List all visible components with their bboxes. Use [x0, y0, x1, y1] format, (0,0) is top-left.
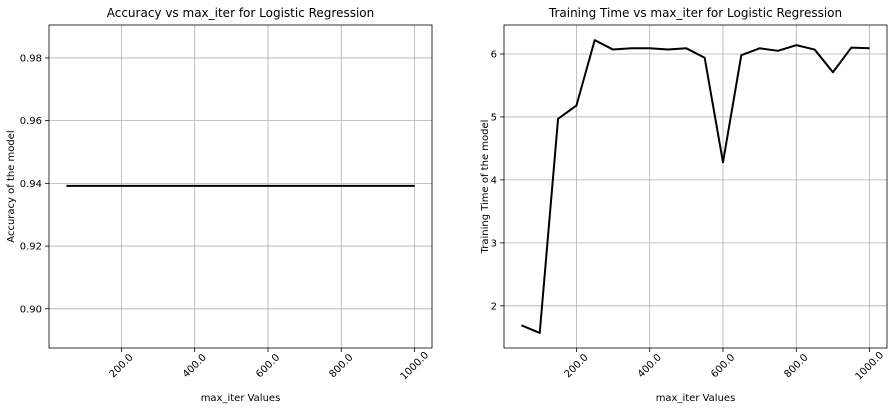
- training-time-y-tick-label: 4: [491, 175, 497, 186]
- training-time-grid: [504, 25, 887, 348]
- accuracy-y-axis-label: Accuracy of the model: [6, 130, 17, 242]
- accuracy-y-tick-label: 0.92: [20, 242, 42, 253]
- training-time-x-axis-label: max_iter Values: [656, 393, 736, 404]
- accuracy-y-tick-label: 0.94: [20, 179, 42, 190]
- training-time-plot-frame: [503, 24, 888, 349]
- training-time-y-tick-label: 2: [491, 301, 497, 312]
- training-time-series: [521, 39, 870, 334]
- accuracy-plot-frame: [48, 24, 433, 349]
- accuracy-y-tick-label: 0.96: [20, 116, 42, 127]
- training-time-series-line: [521, 39, 870, 334]
- accuracy-x-axis-label: max_iter Values: [201, 393, 281, 404]
- accuracy-y-tick-label: 0.90: [20, 304, 42, 315]
- accuracy-grid: [49, 25, 432, 348]
- training-time-y-tick-label: 3: [491, 238, 497, 249]
- training-time-y-tick-label: 6: [491, 49, 497, 60]
- training-time-y-tick-label: 5: [491, 112, 497, 123]
- training-time-y-axis-label: Training Time of the model: [480, 120, 491, 255]
- accuracy-chart-title: Accuracy vs max_iter for Logistic Regres…: [107, 6, 375, 20]
- training-time-chart-title: Training Time vs max_iter for Logistic R…: [548, 6, 842, 20]
- accuracy-y-tick-label: 0.98: [20, 53, 42, 64]
